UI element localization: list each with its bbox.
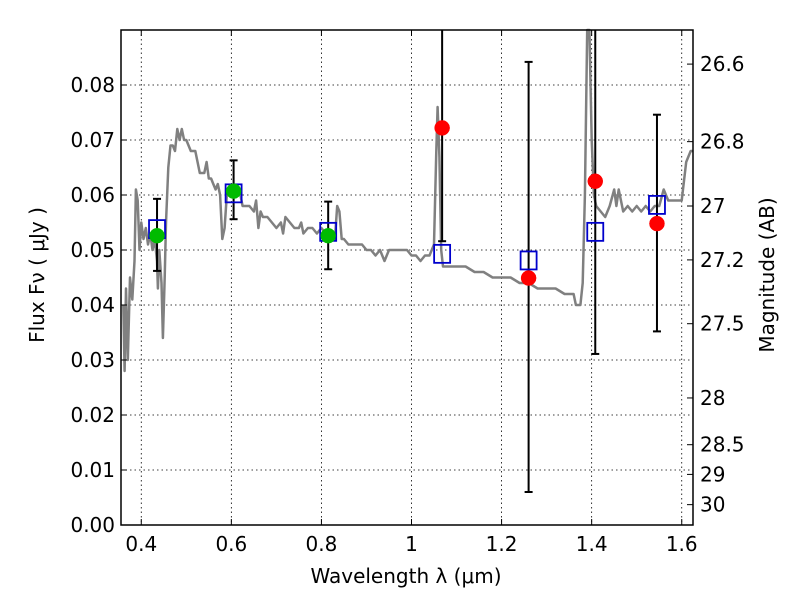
y-tick-label: 0.02 (70, 403, 115, 427)
y-axis-label: Flux Fν ( μJy ) (25, 207, 49, 343)
y-tick-label: 0.07 (70, 128, 115, 152)
observed-photometry-points (149, 120, 665, 286)
model-point (586, 221, 605, 242)
right-tick-label: 27.2 (700, 248, 745, 272)
template-spectrum (122, 28, 693, 373)
observed-point (649, 215, 665, 232)
model-point (433, 243, 452, 264)
model-photometry-squares (148, 183, 666, 271)
right-axis-label: Magnitude (AB) (755, 197, 779, 352)
observed-point (587, 173, 604, 189)
x-tick-label: 0.6 (215, 532, 247, 556)
right-tick-label: 28.5 (700, 433, 745, 457)
x-tick-label: 0.4 (125, 532, 157, 556)
right-tick-label: 26.8 (700, 130, 745, 154)
right-tick-label: 26.6 (700, 52, 745, 76)
right-tick-label: 29 (700, 462, 725, 486)
x-axis-label: Wavelength λ (μm) (310, 564, 501, 588)
y-tick-label: 0.04 (70, 293, 115, 317)
y-tick-label: 0.08 (70, 73, 115, 97)
observed-point (149, 227, 165, 244)
template-spectrum-line (122, 28, 693, 373)
right-tick-label: 28 (700, 386, 725, 410)
y-tick-label: 0.00 (70, 513, 115, 537)
observed-point (225, 183, 242, 199)
error-bars (153, 30, 661, 493)
y-tick-label: 0.06 (70, 183, 115, 207)
y-tick-label: 0.05 (70, 238, 115, 262)
x-tick-label: 1.2 (486, 532, 518, 556)
y-tick-label: 0.03 (70, 348, 115, 372)
right-tick-label: 27.5 (700, 312, 745, 336)
model-point (519, 250, 538, 271)
model-point (648, 194, 666, 215)
x-tick-label: 0.8 (306, 532, 338, 556)
observed-point (320, 227, 336, 244)
y-tick-label: 0.01 (70, 458, 115, 482)
axis-ticks: 0.4 0.6 0.8 1 1.2 1.4 1.6 0.00 0.01 0.02 0.03 0.04 0… (70, 30, 745, 556)
observed-point (520, 270, 537, 286)
right-tick-label: 30 (700, 493, 725, 517)
x-tick-label: 1 (405, 532, 418, 556)
x-tick-label: 1.6 (666, 532, 698, 556)
observed-point (434, 120, 450, 136)
grid-lines (121, 30, 693, 525)
right-tick-label: 27 (700, 194, 725, 218)
plot-frame (120, 29, 694, 526)
x-tick-label: 1.4 (576, 532, 608, 556)
